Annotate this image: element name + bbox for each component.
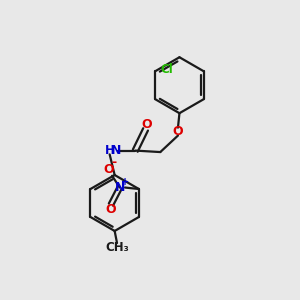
Text: O: O (173, 125, 183, 138)
Text: +: + (121, 177, 129, 187)
Text: O: O (142, 118, 152, 131)
Text: -: - (111, 156, 116, 169)
Text: Cl: Cl (160, 63, 173, 76)
Text: H: H (105, 143, 115, 157)
Text: N: N (115, 181, 125, 194)
Text: N: N (111, 143, 122, 157)
Text: O: O (106, 202, 116, 215)
Text: CH₃: CH₃ (106, 241, 130, 254)
Text: O: O (103, 163, 114, 176)
